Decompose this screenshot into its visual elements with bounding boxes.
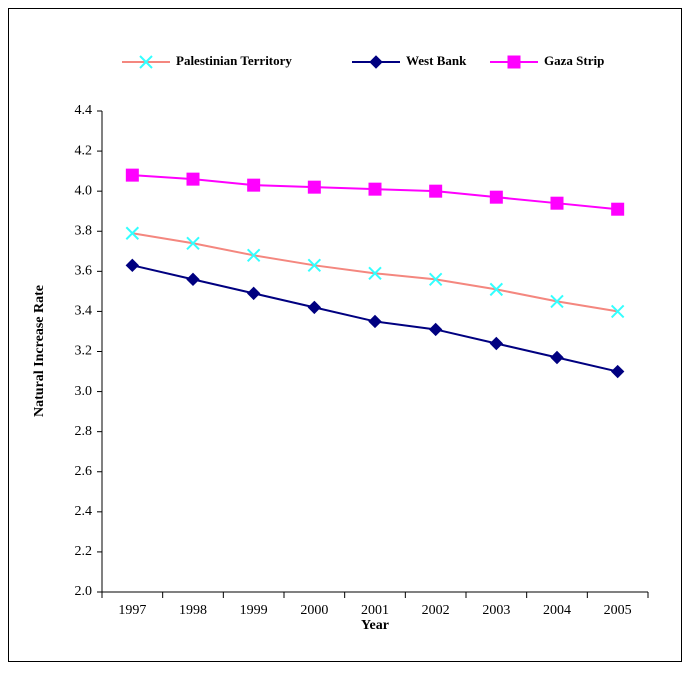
y-tick-label: 2.0 xyxy=(75,584,93,599)
y-tick-label: 4.2 xyxy=(75,143,93,158)
marker xyxy=(125,258,140,273)
y-tick-label: 3.6 xyxy=(75,264,93,279)
marker xyxy=(610,304,625,319)
legend-label: West Bank xyxy=(406,53,467,68)
y-tick-label: 4.4 xyxy=(75,103,93,118)
marker xyxy=(186,272,200,287)
marker xyxy=(307,300,322,315)
marker xyxy=(428,272,443,287)
marker xyxy=(307,180,321,194)
legend-marker xyxy=(507,55,521,69)
legend: Palestinian Territory West Bank Gaza Strip xyxy=(122,53,604,69)
y-tick-label: 2.2 xyxy=(75,544,93,559)
legend-marker xyxy=(369,55,383,69)
marker xyxy=(550,196,564,210)
legend-label: Palestinian Territory xyxy=(176,53,292,68)
x-tick-label: 1999 xyxy=(240,603,268,618)
legend-marker xyxy=(139,55,153,69)
y-tick-label: 4.0 xyxy=(75,183,93,198)
marker xyxy=(186,172,200,186)
legend-label: Gaza Strip xyxy=(544,53,604,68)
marker xyxy=(246,286,261,301)
marker xyxy=(550,294,564,309)
y-tick-label: 3.8 xyxy=(75,223,93,238)
y-tick-label: 2.4 xyxy=(75,504,93,519)
marker xyxy=(125,226,140,240)
x-tick-label: 2000 xyxy=(300,603,328,618)
marker xyxy=(610,364,625,379)
y-tick-label: 3.2 xyxy=(75,344,93,359)
marker xyxy=(186,236,200,250)
x-tick-label: 2001 xyxy=(361,603,389,618)
marker xyxy=(125,168,139,182)
marker xyxy=(247,178,261,192)
marker xyxy=(428,322,443,337)
marker xyxy=(489,190,503,204)
x-tick-label: 1997 xyxy=(118,603,146,618)
marker xyxy=(246,248,261,263)
y-tick-label: 3.4 xyxy=(75,304,93,319)
marker xyxy=(611,202,625,216)
x-axis-label: Year xyxy=(361,618,389,633)
marker xyxy=(429,184,443,198)
x-tick-label: 2002 xyxy=(422,603,450,618)
chart-border xyxy=(8,8,682,662)
y-tick-label: 2.8 xyxy=(75,424,93,439)
marker xyxy=(368,314,382,329)
y-axis-label: Natural Increase Rate xyxy=(32,285,47,417)
marker xyxy=(307,258,322,273)
marker xyxy=(489,282,504,297)
marker xyxy=(368,182,382,196)
marker xyxy=(368,266,382,281)
marker xyxy=(489,336,504,351)
x-tick-label: 2003 xyxy=(482,603,510,618)
marker xyxy=(550,350,564,365)
y-tick-label: 2.6 xyxy=(75,464,93,479)
x-tick-label: 1998 xyxy=(179,603,207,618)
x-tick-label: 2004 xyxy=(543,603,571,618)
y-tick-label: 3.0 xyxy=(75,384,93,399)
x-tick-label: 2005 xyxy=(604,603,632,618)
